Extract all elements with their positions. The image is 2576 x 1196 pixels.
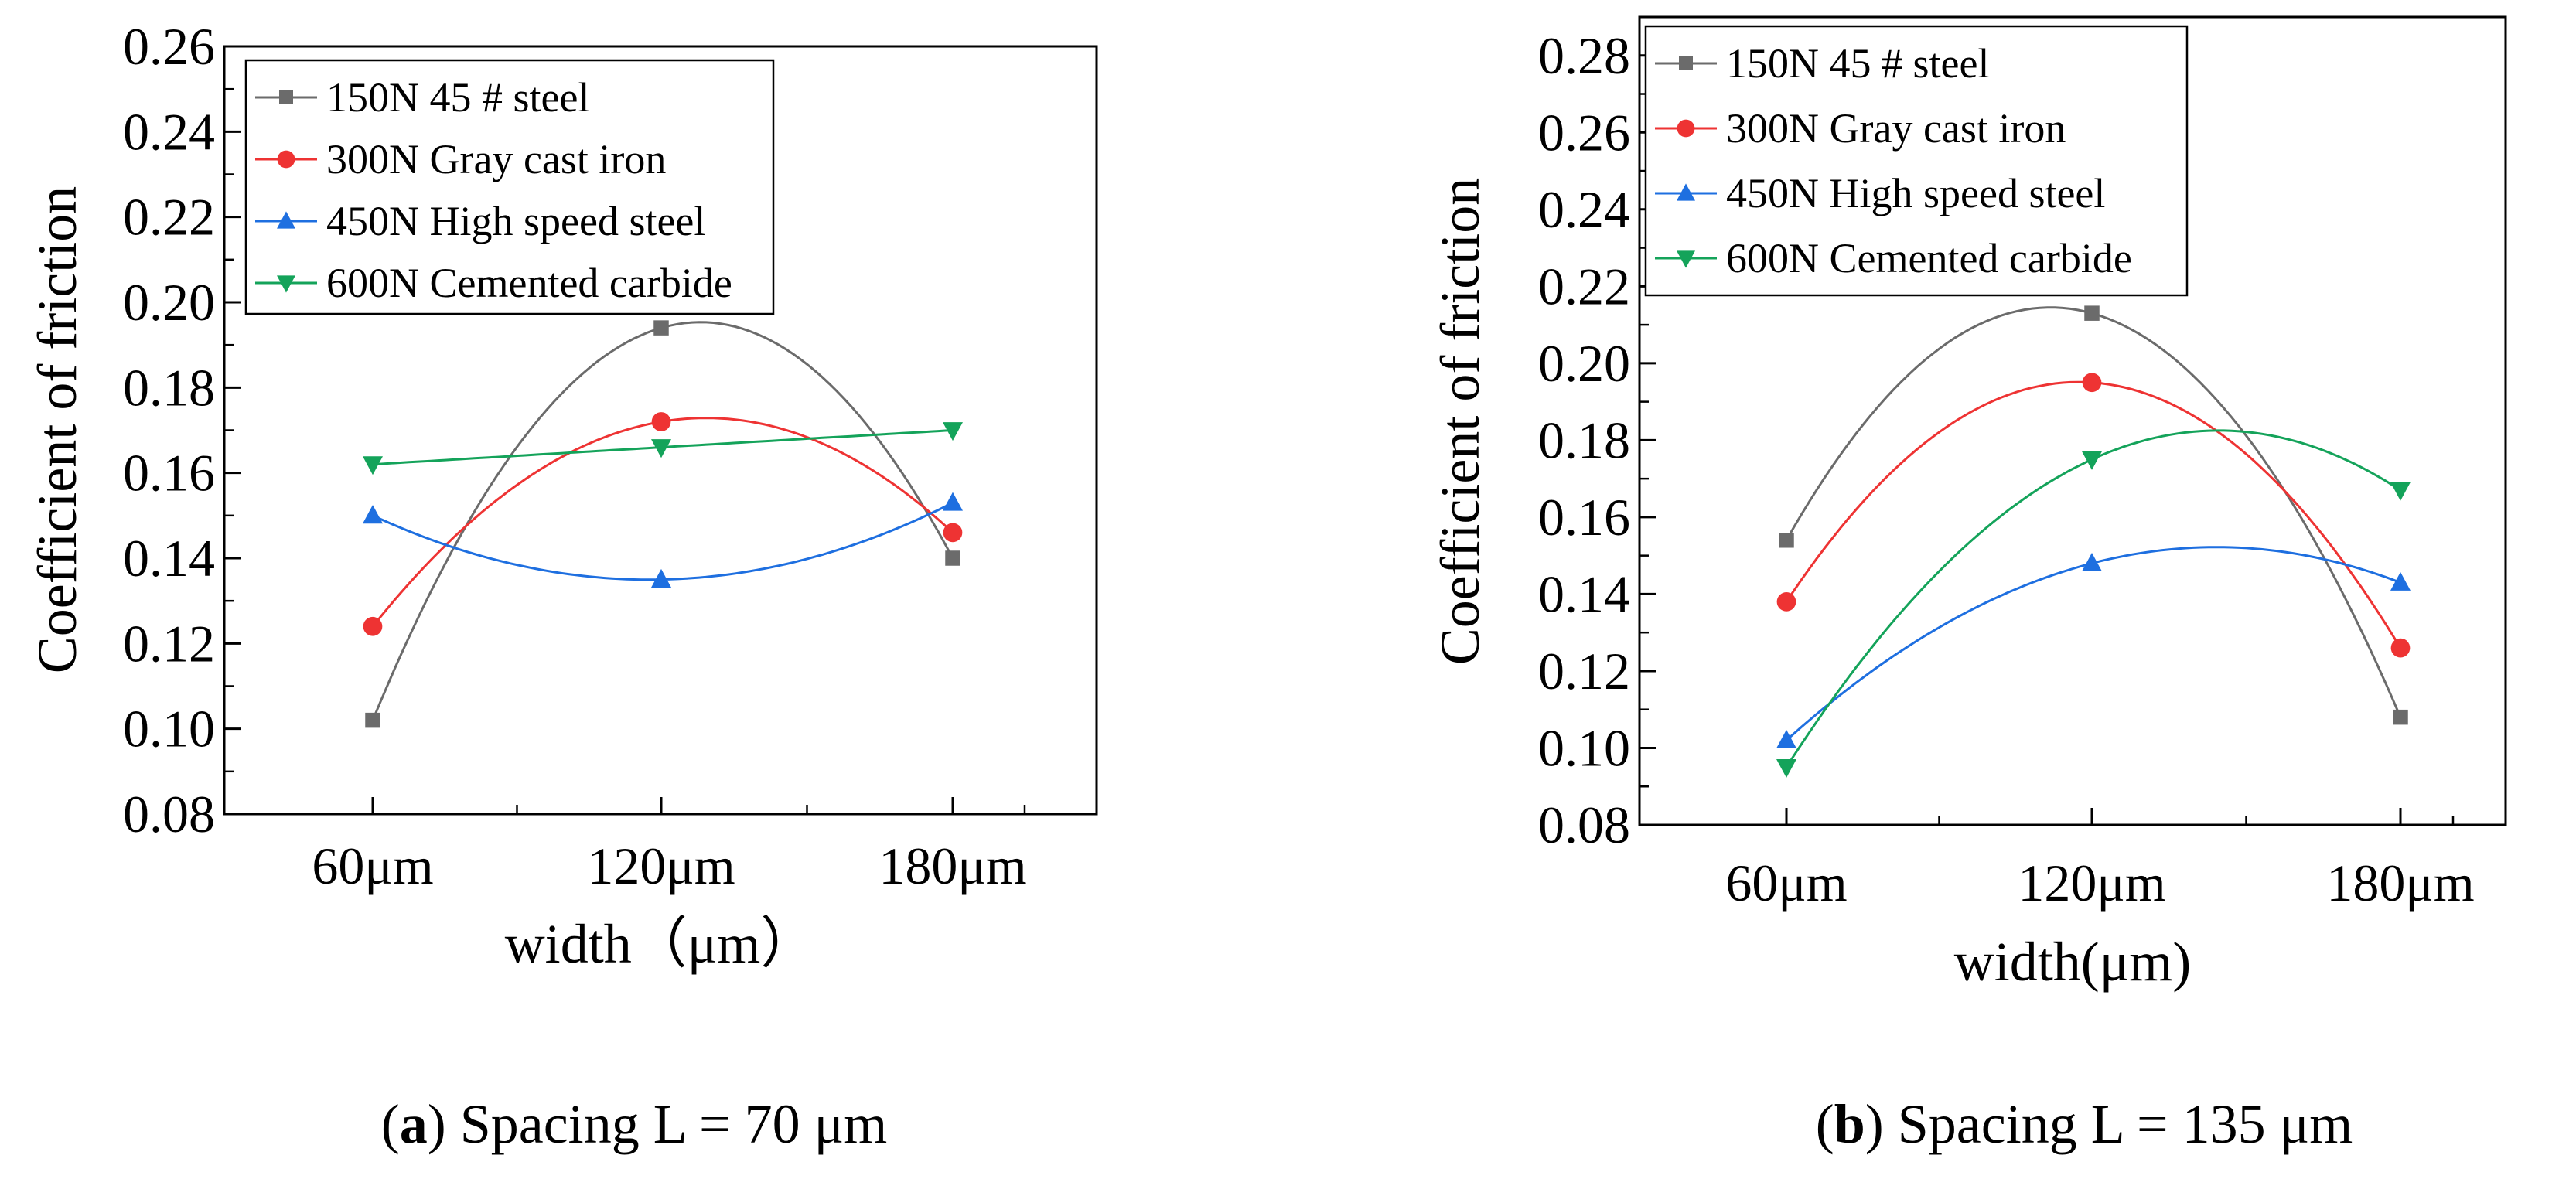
y-tick-label: 0.16 — [123, 444, 215, 503]
legend-box — [244, 59, 775, 315]
y-tick-label: 0.08 — [1538, 796, 1630, 854]
x-tick-label: 60μm — [1725, 854, 1847, 912]
chart-panel-b: 0.08 0.10 0.12 0.14 0.16 0.18 0.20 0.22 0.24 0.26… — [1429, 15, 2507, 1155]
data-point — [2082, 373, 2102, 393]
data-point — [2390, 638, 2411, 658]
y-tick-label: 0.14 — [1538, 564, 1630, 623]
legend-label: 600N Cemented carbide — [326, 260, 732, 306]
y-tick-label: 0.16 — [1538, 488, 1630, 547]
y-tick-label: 0.24 — [123, 102, 215, 161]
legend-marker — [1679, 56, 1693, 70]
data-point — [651, 568, 671, 588]
data-point — [365, 712, 380, 728]
x-axis-title: width（μm） — [505, 913, 817, 975]
x-tick-label: 120μm — [2018, 854, 2165, 912]
y-tick-label: 0.10 — [1538, 718, 1630, 777]
legend-marker — [1677, 183, 1695, 201]
y-tick-label: 0.12 — [1538, 642, 1630, 700]
legend: 150N 45 # steel 300N Gray cast iron 450N H… — [1644, 25, 2189, 297]
data-point — [651, 439, 671, 458]
x-tick-label: 60μm — [312, 837, 433, 895]
y-axis-title: Coefficient of friction — [1429, 178, 1491, 665]
data-point — [1776, 729, 1796, 748]
legend-label: 150N 45 # steel — [326, 74, 589, 121]
y-tick-label: 0.18 — [1538, 411, 1630, 469]
y-tick-label: 0.20 — [1538, 334, 1630, 393]
legend-label: 300N Gray cast iron — [1726, 105, 2066, 152]
y-tick-label: 0.14 — [123, 529, 215, 588]
legend-marker — [1677, 250, 1695, 268]
y-tick-label: 0.20 — [123, 273, 215, 332]
data-point — [363, 456, 383, 475]
legend-label: 150N 45 # steel — [1726, 40, 1989, 87]
panel-caption: (a) Spacing L = 70 μm — [381, 1093, 887, 1155]
legend-label: 300N Gray cast iron — [326, 136, 666, 182]
data-point — [1776, 758, 1796, 779]
y-tick-label: 0.18 — [123, 358, 215, 417]
legend-marker — [277, 275, 295, 293]
data-point — [1776, 592, 1796, 612]
legend-label: 450N High speed steel — [326, 198, 705, 244]
data-point — [2390, 571, 2411, 591]
legend: 150N 45 # steel 300N Gray cast iron 450N H… — [244, 59, 775, 315]
chart-panel-a: 0.08 0.10 0.12 0.14 0.16 0.18 0.20 0.22 0.24 0.26… — [26, 17, 1098, 1155]
data-point — [2393, 709, 2408, 725]
y-tick-label: 0.24 — [1538, 180, 1630, 239]
y-tick-label: 0.28 — [1538, 26, 1630, 85]
legend-marker — [1677, 119, 1695, 138]
data-point — [945, 550, 960, 566]
y-axis-title: Coefficient of friction — [26, 186, 88, 673]
y-tick-label: 0.22 — [1538, 257, 1630, 315]
data-point — [2082, 552, 2102, 572]
y-tick-label: 0.26 — [123, 17, 215, 76]
legend-label: 600N Cemented carbide — [1726, 235, 2132, 281]
data-point — [2084, 305, 2100, 321]
y-tick-label: 0.10 — [123, 700, 215, 758]
legend-box — [1644, 25, 2189, 297]
data-point — [2390, 482, 2411, 501]
legend-marker — [277, 150, 295, 169]
data-point — [653, 320, 669, 336]
data-point — [943, 523, 963, 543]
data-point — [651, 412, 671, 431]
data-point — [363, 505, 383, 524]
y-tick-label: 0.08 — [123, 785, 215, 843]
legend-label: 450N High speed steel — [1726, 170, 2105, 216]
data-point — [1779, 533, 1794, 548]
data-point — [943, 422, 963, 441]
legend-marker — [279, 90, 293, 104]
legend-marker — [277, 211, 295, 229]
data-point — [363, 616, 383, 636]
data-point — [943, 492, 963, 511]
x-tick-label: 180μm — [879, 837, 1026, 895]
y-tick-label: 0.22 — [123, 188, 215, 247]
x-axis-title: width(μm) — [1954, 931, 2192, 993]
data-point — [2082, 451, 2102, 470]
x-tick-label: 180μm — [2326, 854, 2474, 912]
y-tick-label: 0.26 — [1538, 103, 1630, 162]
plot-frame — [1638, 15, 2507, 826]
x-tick-label: 120μm — [587, 837, 735, 895]
y-tick-label: 0.12 — [123, 614, 215, 673]
panel-caption: (b) Spacing L = 135 μm — [1816, 1093, 2353, 1155]
